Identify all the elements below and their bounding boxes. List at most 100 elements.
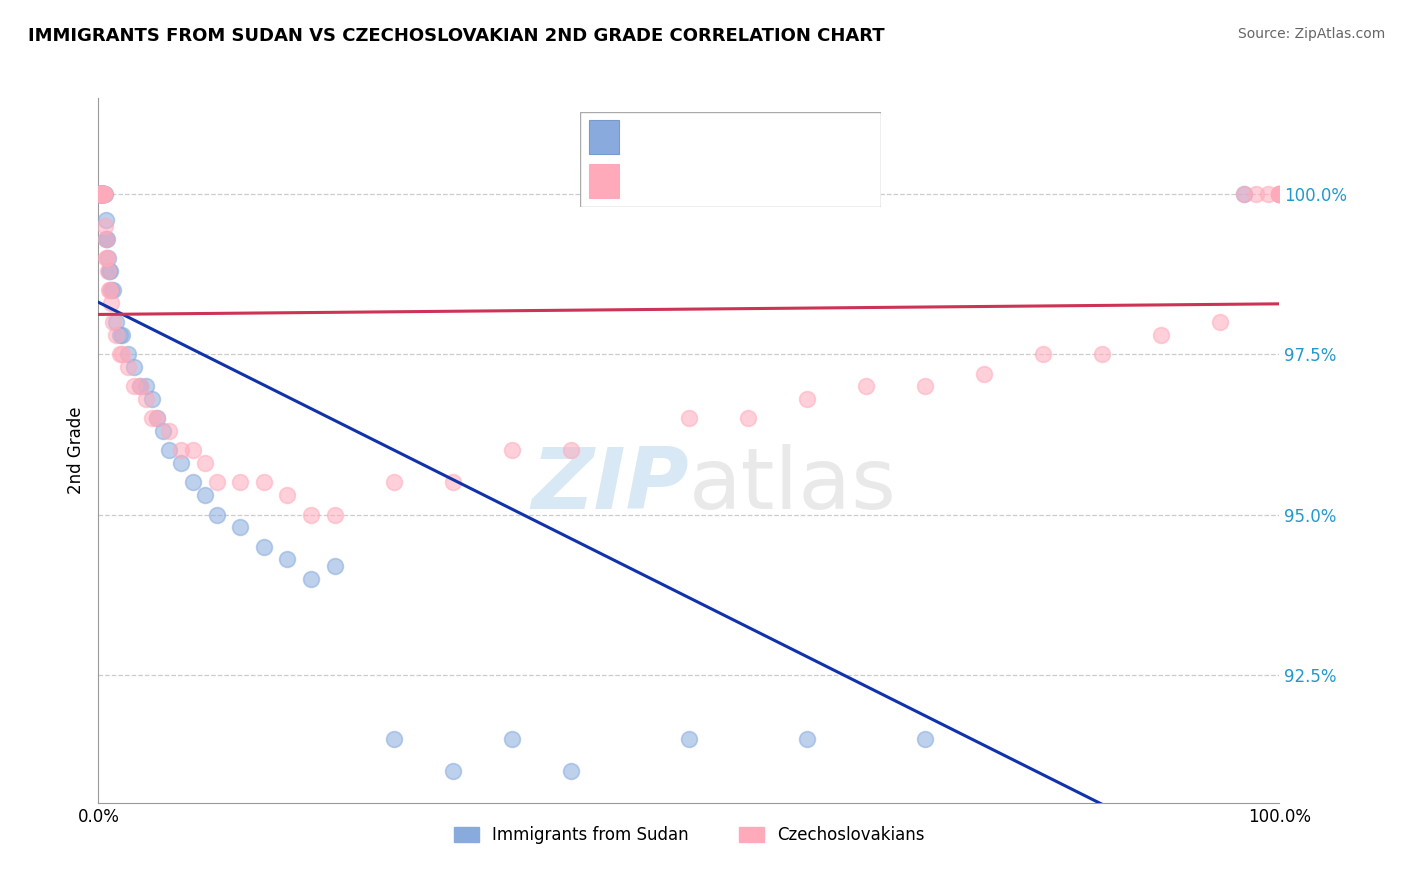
Point [135, 379, 157, 393]
Point [94, 187, 117, 202]
Point [93, 187, 115, 202]
Point [90, 187, 112, 202]
Point [90, 187, 112, 202]
Point [194, 456, 217, 470]
Point [97, 264, 120, 278]
Point [94, 232, 117, 246]
Point [181, 443, 204, 458]
Point [91, 187, 114, 202]
Point [91, 187, 114, 202]
Legend: Immigrants from Sudan, Czechoslovakians: Immigrants from Sudan, Czechoslovakians [447, 820, 931, 851]
Point [299, 572, 322, 586]
Point [170, 456, 193, 470]
Point [299, 508, 322, 522]
Point [1209, 315, 1232, 329]
Point [94, 212, 117, 227]
Point [93, 187, 115, 202]
Text: atlas: atlas [689, 444, 897, 527]
Point [90, 187, 112, 202]
Point [89, 187, 111, 202]
Point [229, 520, 252, 534]
Point [93, 187, 115, 202]
Point [90, 187, 112, 202]
Point [382, 475, 405, 490]
Point [93, 187, 115, 202]
Point [1257, 187, 1279, 202]
Point [323, 508, 346, 522]
Point [108, 347, 131, 361]
Point [678, 411, 700, 425]
Point [128, 379, 150, 393]
Point [111, 328, 134, 343]
Point [91, 187, 114, 202]
Point [1091, 347, 1114, 361]
Point [89, 187, 111, 202]
Point [914, 379, 936, 393]
Point [170, 443, 193, 458]
Point [100, 296, 122, 310]
Point [91, 187, 114, 202]
Point [560, 443, 582, 458]
Point [98, 283, 121, 297]
Point [973, 367, 995, 381]
Point [94, 232, 117, 246]
Point [97, 252, 120, 266]
Point [111, 347, 134, 361]
Y-axis label: 2nd Grade: 2nd Grade [67, 407, 86, 494]
Point [101, 315, 124, 329]
Point [89, 187, 111, 202]
Point [87, 187, 110, 202]
Point [90, 187, 112, 202]
Point [93, 187, 115, 202]
Point [117, 347, 139, 361]
Point [93, 187, 115, 202]
Point [91, 187, 114, 202]
Point [1233, 187, 1256, 202]
Point [855, 379, 877, 393]
Point [105, 328, 128, 343]
Point [441, 764, 464, 778]
Point [90, 187, 112, 202]
Point [87, 187, 110, 202]
Point [93, 187, 115, 202]
Point [229, 475, 252, 490]
Point [181, 475, 204, 490]
Point [91, 187, 114, 202]
Point [90, 187, 112, 202]
Point [89, 187, 111, 202]
Text: ZIP: ZIP [531, 444, 689, 527]
Point [1150, 328, 1173, 343]
Point [91, 187, 114, 202]
Point [108, 328, 131, 343]
Point [101, 283, 124, 297]
Point [276, 552, 298, 566]
Point [89, 187, 111, 202]
Text: Source: ZipAtlas.com: Source: ZipAtlas.com [1237, 27, 1385, 41]
Point [89, 187, 111, 202]
Point [1244, 187, 1267, 202]
Point [1268, 187, 1291, 202]
Point [441, 475, 464, 490]
Point [253, 540, 276, 554]
Point [96, 252, 118, 266]
Point [1268, 187, 1291, 202]
Point [146, 411, 169, 425]
Point [98, 264, 121, 278]
Point [128, 379, 150, 393]
Point [501, 731, 523, 746]
Point [141, 411, 163, 425]
Point [796, 392, 818, 407]
Point [94, 252, 117, 266]
Point [253, 475, 276, 490]
Point [205, 508, 228, 522]
Point [914, 731, 936, 746]
Point [157, 443, 180, 458]
Point [90, 187, 112, 202]
Point [152, 424, 174, 438]
Text: IMMIGRANTS FROM SUDAN VS CZECHOSLOVAKIAN 2ND GRADE CORRELATION CHART: IMMIGRANTS FROM SUDAN VS CZECHOSLOVAKIAN… [28, 27, 884, 45]
Point [117, 360, 139, 375]
Point [323, 558, 346, 573]
Point [1268, 187, 1291, 202]
Point [89, 187, 111, 202]
Point [98, 264, 121, 278]
